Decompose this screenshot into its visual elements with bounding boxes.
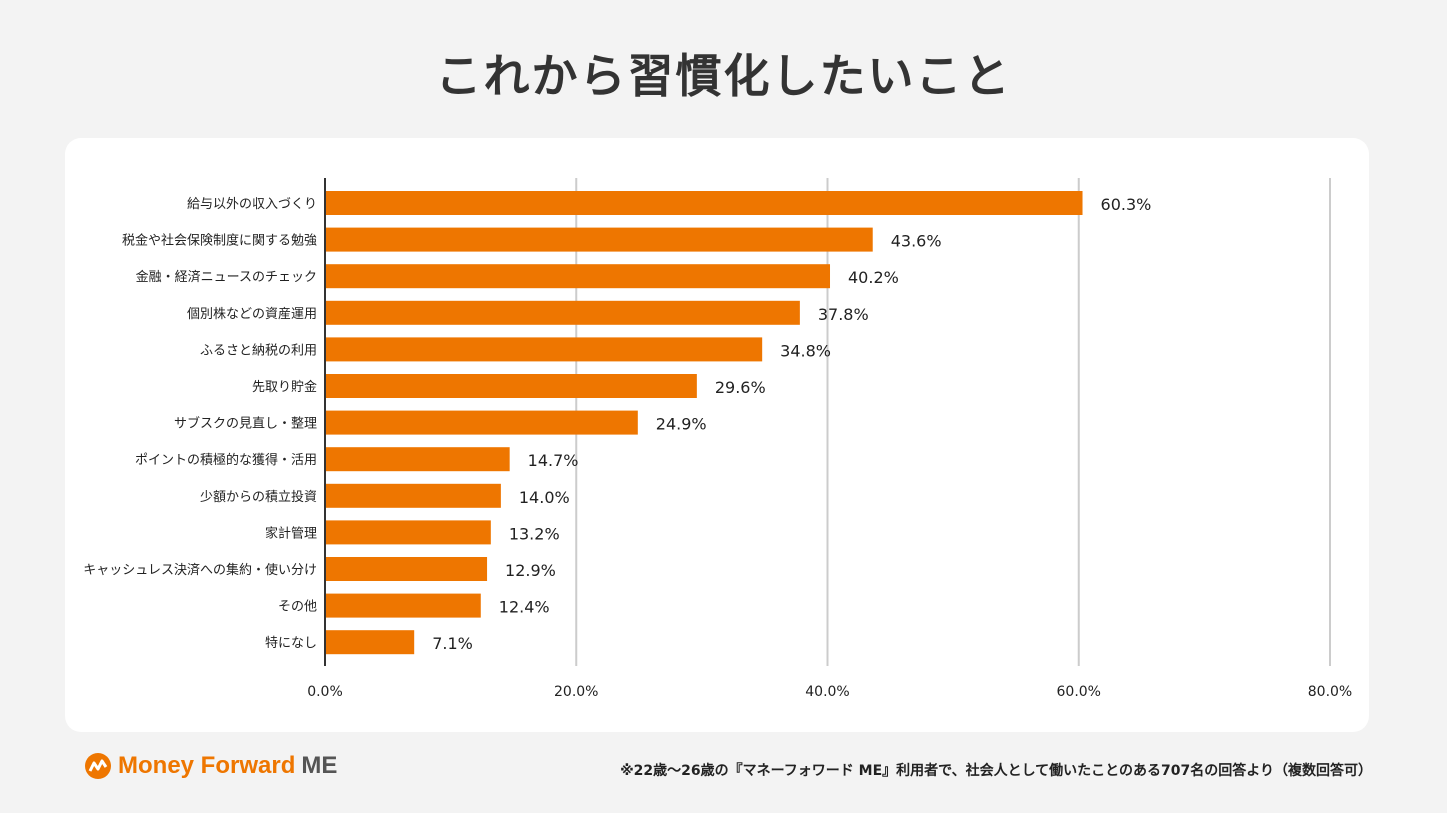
category-label: サブスクの見直し・整理 — [174, 416, 317, 432]
bar — [325, 410, 638, 435]
category-label: 個別株などの資産運用 — [187, 306, 317, 322]
data-label: 12.4% — [499, 598, 550, 617]
bar — [325, 557, 488, 581]
brand-name: Money Forward — [118, 752, 296, 779]
chart-card: 0.0% 20.0% 40.0% 60.0% 80.0% 給与以外の収入づくり 60.3% 税… — [65, 138, 1369, 732]
data-label: 40.2% — [848, 268, 899, 287]
category-label: 税金や社会保険制度に関する勉強 — [122, 233, 317, 249]
x-tick-label: 80.0% — [1308, 684, 1352, 700]
data-label: 24.9% — [656, 415, 707, 434]
category-label: 金融・経済ニュースのチェック — [136, 269, 317, 285]
category-label: ポイントの積極的な獲得・活用 — [135, 452, 317, 468]
bar — [325, 520, 491, 545]
x-tick-label: 20.0% — [554, 684, 598, 700]
footnote: ※22歳〜26歳の『マネーフォワード ME』利用者で、社会人として働いたことのあ… — [620, 763, 1372, 779]
category-label: 先取り貯金 — [252, 379, 317, 395]
x-tick-label: 40.0% — [805, 684, 849, 700]
bar — [325, 593, 481, 618]
data-label: 14.0% — [519, 488, 570, 507]
bar — [325, 374, 697, 398]
data-label: 12.9% — [505, 561, 556, 580]
bar — [325, 447, 510, 472]
data-label: 34.8% — [780, 341, 831, 360]
page-title: これから習慣化したいこと — [435, 49, 1012, 103]
bar — [325, 483, 501, 508]
data-label: 13.2% — [509, 524, 560, 543]
bar — [325, 191, 1083, 215]
category-label: 給与以外の収入づくり — [187, 197, 317, 212]
bar — [325, 264, 831, 289]
bar — [325, 337, 763, 362]
bar-chart: 0.0% 20.0% 40.0% 60.0% 80.0% 給与以外の収入づくり 60.3% 税… — [83, 178, 1352, 700]
data-label: 37.8% — [818, 305, 869, 324]
category-label: ふるさと納税の利用 — [200, 343, 317, 358]
money-forward-logo-icon — [85, 753, 111, 779]
data-label: 43.6% — [891, 232, 942, 251]
data-label: 29.6% — [715, 378, 766, 397]
brand-suffix: ME — [301, 752, 338, 779]
category-label: 少額からの積立投資 — [200, 489, 317, 505]
category-label: 家計管理 — [265, 525, 317, 541]
bar — [325, 630, 415, 655]
data-label: 14.7% — [528, 451, 579, 470]
data-label: 7.1% — [432, 634, 473, 653]
bar — [325, 300, 800, 325]
category-label: その他 — [278, 600, 317, 615]
category-label: 特になし — [265, 636, 317, 651]
brand-logo: Money Forward ME — [84, 752, 337, 780]
x-tick-label: 60.0% — [1057, 684, 1101, 700]
category-label: キャッシュレス決済への集約・使い分け — [83, 562, 317, 578]
data-label: 60.3% — [1101, 195, 1152, 214]
x-tick-label: 0.0% — [307, 684, 343, 700]
bar — [325, 227, 873, 252]
